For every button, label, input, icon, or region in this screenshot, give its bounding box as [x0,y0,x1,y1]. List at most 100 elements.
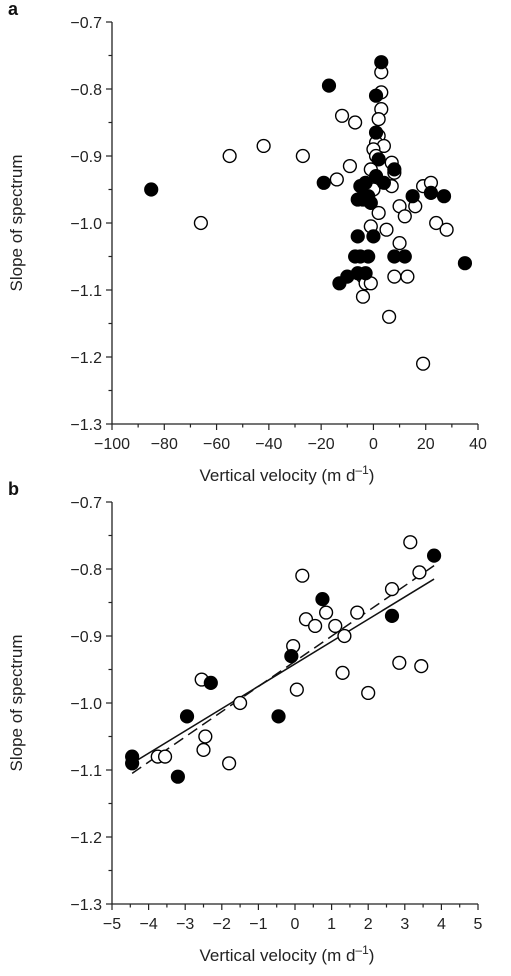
open-data-point [371,112,386,127]
filled-data-point [361,249,376,264]
x-tick-label: −3 [176,916,194,933]
filled-data-point [363,195,378,211]
panel-label: a [8,0,19,19]
open-data-point [337,628,352,644]
filled-data-point [457,256,473,271]
open-data-point [429,215,444,231]
open-data-point [371,205,386,221]
x-axis-title-end: ) [369,466,375,485]
filled-data-point [366,229,381,244]
open-data-point [193,215,208,231]
y-tick-label: −1.1 [70,283,102,300]
open-data-point [355,289,371,304]
open-data-point [295,148,310,164]
x-tick-label: −20 [308,436,335,453]
y-tick-label: −1.2 [70,350,102,367]
open-data-point [392,655,407,670]
filled-data-point [271,709,286,724]
filled-data-point [426,548,442,563]
open-data-point [289,682,304,697]
x-tick-label: −80 [151,436,178,453]
y-tick-label: −1.0 [70,216,102,233]
open-data-point [222,756,237,771]
x-tick-label: 4 [437,916,446,933]
panel-b: b −0.7 −0.8 −0.9 −1.0 −1.1 −1.2 −1.3−5 −4 −3 −2 −1 0… [7,479,483,965]
filled-data-point [170,769,185,784]
y-tick-label: −0.9 [70,149,102,166]
x-tick-label: 3 [400,916,409,933]
x-tick-label: −100 [94,436,130,453]
x-tick-label: −40 [255,436,282,453]
open-data-point [382,309,397,324]
filled-data-point [374,55,389,70]
y-tick-label: −0.8 [70,82,102,99]
open-data-point [348,115,363,130]
filled-data-point [125,756,140,771]
open-data-point [416,356,431,371]
y-tick-label: −0.9 [70,629,102,646]
filled-data-point [144,182,159,197]
open-data-point [335,665,350,680]
x-tick-label: 5 [474,916,483,933]
filled-data-point [368,88,384,103]
filled-data-point [315,592,330,607]
open-data-point [414,659,429,674]
open-data-point [350,605,365,620]
y-tick-label: −1.1 [70,763,102,780]
solid-fit-line [131,578,435,764]
x-axis-title: Vertical velocity (m d–1) [200,943,375,965]
open-data-point [222,148,237,164]
y-axis-title: Slope of spectrum [7,634,26,771]
filled-data-point [423,185,439,200]
x-tick-label: 20 [417,436,435,453]
x-axis-title-end: ) [369,946,375,965]
open-data-point [342,158,358,174]
open-data-point [384,581,400,597]
filled-data-point [368,125,384,140]
filled-data-point [203,675,218,691]
filled-data-point [384,608,400,624]
y-tick-label: −0.8 [70,562,102,579]
open-data-point [233,695,248,711]
y-tick-label: −1.0 [70,696,102,713]
open-data-point [157,749,173,764]
open-data-point [196,742,211,758]
x-tick-label: −60 [203,436,230,453]
open-data-point [392,236,407,251]
open-data-point [334,108,350,123]
open-data-point [198,729,213,744]
open-data-point [295,568,310,583]
filled-data-point [316,175,331,190]
open-data-point [403,535,418,550]
y-tick-label: −0.7 [70,495,102,512]
open-data-point [329,172,344,187]
open-data-point [400,269,415,284]
x-axis-title-main: Vertical velocity (m d [200,466,356,485]
x-tick-label: −4 [139,916,157,933]
y-tick-label: −1.3 [70,897,102,914]
panel-a: a −0.7 −0.8 −0.9 −1.0 −1.1 −1.2 −1.3 −100 −80 −60 −… [7,0,487,485]
x-axis-title-main: Vertical velocity (m d [200,946,356,965]
filled-data-point [405,189,420,204]
filled-data-point [387,162,402,177]
open-data-point [319,605,334,620]
x-axis-title-sup: –1 [355,943,369,957]
open-data-point [397,209,412,224]
filled-data-point [436,189,452,204]
x-tick-label: 40 [469,436,487,453]
panel-label: b [8,479,19,499]
open-data-point [328,618,343,634]
filled-data-point [179,709,195,724]
y-axis-title: Slope of spectrum [7,154,26,291]
x-tick-label: 2 [364,916,373,933]
y-tick-label: −1.3 [70,417,102,434]
open-data-point [439,222,454,237]
filled-data-point [350,229,365,244]
x-tick-label: 1 [327,916,336,933]
filled-data-point [371,152,386,167]
filled-data-point [397,249,412,264]
x-tick-label: 0 [291,916,300,933]
filled-data-point [321,78,337,93]
x-tick-label: 0 [369,436,378,453]
